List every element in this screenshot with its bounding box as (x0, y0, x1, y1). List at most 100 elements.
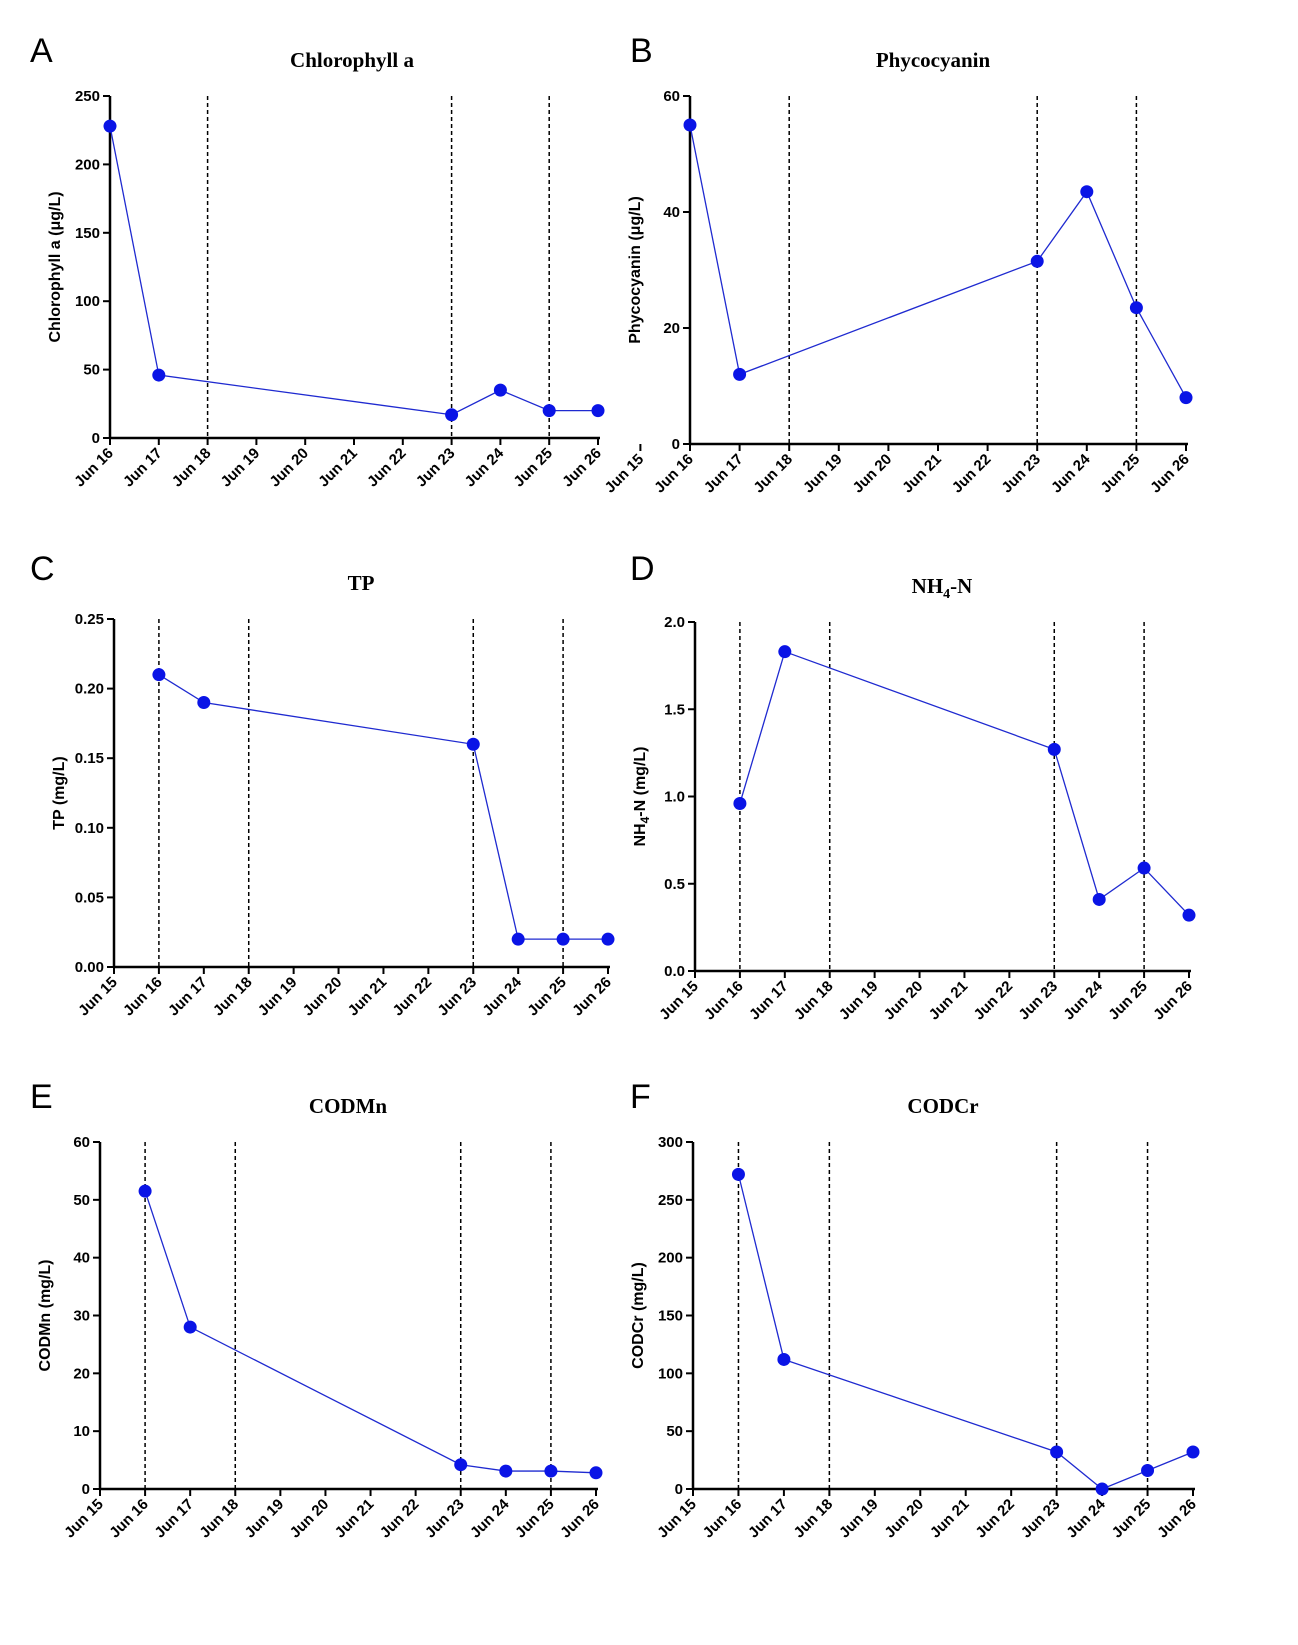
x-tick-label: Jun 20 (266, 445, 312, 491)
x-tick-label: Jun 17 (746, 978, 792, 1024)
y-tick-label: 0.00 (75, 959, 104, 976)
y-tick-label: 60 (663, 88, 680, 105)
x-tick-label: Jun 24 (1060, 977, 1106, 1023)
data-point (589, 1466, 603, 1480)
data-point (445, 408, 459, 422)
data-point (1030, 254, 1044, 268)
x-tick-label: Jun 25 (512, 1496, 558, 1542)
y-tick-label: 100 (658, 1365, 683, 1382)
y-tick-label: 0.10 (75, 820, 104, 837)
data-point (511, 932, 525, 946)
y-tick-label: 40 (73, 1250, 90, 1267)
x-tick-label: Jun 19 (836, 1496, 882, 1542)
series-line (689, 124, 1187, 398)
x-tick-label: Jun 17 (701, 451, 747, 497)
x-tick-label: Jun 22 (971, 978, 1017, 1024)
data-point (683, 118, 697, 132)
y-tick-label: 150 (75, 225, 100, 242)
y-axis-label: CODCr (mg/L) (630, 1262, 647, 1369)
y-tick-label: 100 (75, 293, 100, 310)
y-tick-label: 0.0 (664, 963, 685, 980)
x-tick-label: Jun 16 (120, 974, 166, 1020)
series-line (737, 1174, 1194, 1490)
data-point (778, 645, 792, 659)
x-tick-label: Jun 18 (169, 445, 215, 491)
y-tick-label: 150 (658, 1308, 683, 1325)
y-tick-label: 50 (73, 1192, 90, 1209)
y-tick-label: 250 (75, 88, 100, 105)
y-tick-label: 1.0 (664, 789, 685, 806)
x-tick-label: Jun 23 (1018, 1496, 1064, 1542)
data-point (1050, 1445, 1064, 1459)
y-tick-label: 1.5 (664, 701, 685, 718)
chart-panel-b: B Phycocyanin Phycocyanin (μg/L) 0 20 40 60 Jun… (602, 32, 1193, 496)
chart-title: Phycocyanin (876, 48, 991, 72)
x-tick-label: Jun 19 (242, 1496, 288, 1542)
x-tick-label: Jun 18 (210, 974, 256, 1020)
y-tick-label: 200 (75, 156, 100, 173)
x-tick-label: Jun 16 (106, 1496, 152, 1542)
data-point (731, 1167, 745, 1181)
chart-panel-c: C TP TP (mg/L) 0.00 0.05 0.10 0.15 0.20 0.25 Jun … (30, 550, 615, 1019)
data-point (1129, 301, 1143, 315)
x-tick-label: Jun 18 (791, 978, 837, 1024)
x-tick-label: Jun 22 (390, 974, 436, 1020)
x-tick-label: Jun 18 (750, 451, 796, 497)
x-tick-label: Jun 21 (927, 1496, 973, 1542)
data-point (152, 668, 166, 682)
y-tick-label: 40 (663, 204, 680, 221)
x-tick-label: Jun 16 (701, 978, 747, 1024)
y-tick-label: 0.15 (75, 750, 104, 767)
data-point (103, 119, 117, 133)
x-tick-label: Jun 26 (569, 974, 615, 1020)
y-axis-label: NH4-N (mg/L) (632, 747, 652, 847)
panel-letter: C (30, 550, 55, 588)
x-tick-label: Jun 25 (1109, 1496, 1155, 1542)
series-line (739, 650, 1190, 916)
x-tick-label: Jun 24 (1063, 1495, 1109, 1541)
x-tick-label: Jun 23 (413, 445, 459, 491)
x-tick-label: Jun 26 (1147, 451, 1193, 497)
chart-title: NH4-N (912, 574, 973, 602)
x-tick-label: Jun 26 (559, 445, 605, 491)
chart-title: CODMn (309, 1094, 387, 1118)
data-point (152, 368, 166, 382)
x-tick-label: Jun 19 (836, 978, 882, 1024)
x-tick-label: Jun 15 (656, 978, 702, 1024)
x-tick-label: Jun 21 (899, 451, 945, 497)
data-point (1047, 742, 1061, 756)
x-tick-label: Jun 20 (287, 1496, 333, 1542)
y-axis-label: TP (mg/L) (51, 756, 68, 829)
x-tick-label: Jun 15 (654, 1496, 700, 1542)
data-point (1137, 861, 1151, 875)
x-tick-label: Jun 22 (949, 451, 995, 497)
data-point (454, 1458, 468, 1472)
x-tick-label: Jun 17 (151, 1496, 197, 1542)
chart-title: Chlorophyll a (290, 48, 414, 72)
data-point (1186, 1445, 1200, 1459)
x-tick-label: Jun 25 (1105, 978, 1151, 1024)
y-tick-label: 30 (73, 1308, 90, 1325)
x-tick-label: Jun 26 (1154, 1496, 1200, 1542)
y-axis-label: CODMn (mg/L) (37, 1260, 54, 1372)
chart-title: TP (348, 571, 375, 595)
x-tick-label: Jun 21 (315, 445, 361, 491)
x-tick-label: Jun 16 (700, 1496, 746, 1542)
series-line (144, 1190, 597, 1474)
y-tick-label: 0.25 (75, 611, 104, 628)
y-tick-label: 0 (675, 1481, 683, 1498)
x-tick-label: Jun 16 (651, 451, 697, 497)
x-tick-label: Jun 22 (972, 1496, 1018, 1542)
y-tick-label: 0.05 (75, 889, 104, 906)
data-point (733, 796, 747, 810)
x-tick-label: Jun 17 (120, 445, 166, 491)
x-tick-label: Jun 23 (422, 1496, 468, 1542)
data-point (556, 932, 570, 946)
y-tick-label: 0.20 (75, 681, 104, 698)
x-tick-label: Jun 19 (218, 445, 264, 491)
panel-letter: F (630, 1078, 651, 1116)
x-tick-label: Jun 25 (1098, 451, 1144, 497)
panel-letter: D (630, 550, 655, 588)
